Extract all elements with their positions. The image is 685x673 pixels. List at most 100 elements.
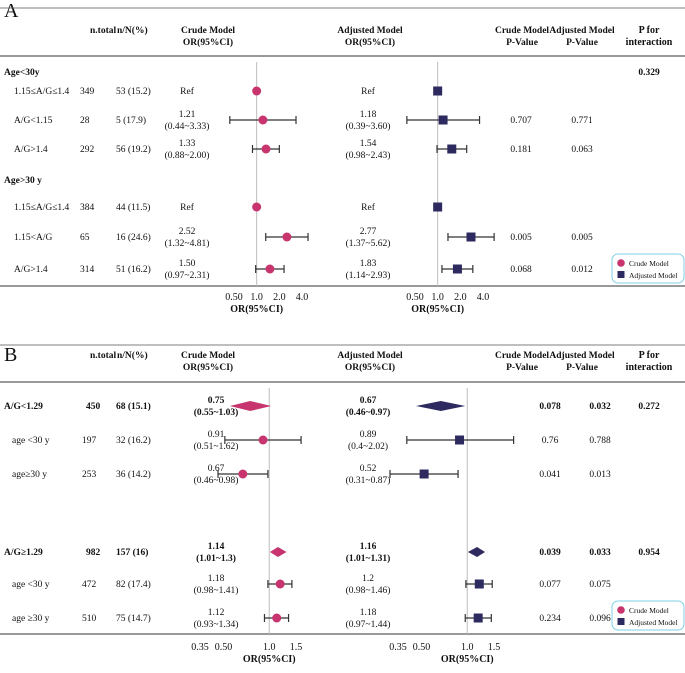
panel-a-adjusted-tick-label: 4.0 (477, 292, 490, 303)
panel-b-row-adjusted-p: 0.013 (589, 470, 611, 480)
panel-a-label: A (4, 0, 19, 22)
panel-b-adjusted-tick-label: 1.0 (461, 642, 474, 653)
legend-adjusted-marker (617, 271, 625, 278)
panel-b-row-crude-ci: (0.51~1.62) (194, 441, 239, 452)
panel-b-row-ntotal: 510 (82, 614, 97, 624)
panel-a-row-adjusted-p: 0.771 (571, 116, 593, 126)
panel-b-row-nN: 32 (16.2) (116, 435, 151, 446)
panel-b-crude-tick-label: 0.35 (191, 642, 209, 653)
panel-a-row-nN: 5 (17.9) (116, 115, 146, 126)
panel-a-adjusted-axis-title: OR(95%CI) (411, 304, 464, 315)
panel-a-row-ntotal: 349 (80, 87, 95, 97)
panel-b-crude-axis-title: OR(95%CI) (243, 654, 296, 665)
panel-a-row-crude-p: 0.181 (510, 145, 532, 155)
panel-a-row-adjusted-or: 2.77 (360, 227, 377, 237)
panel-a-row-adjusted-or: 1.18 (360, 110, 377, 120)
legend-crude-marker (617, 606, 625, 614)
panel-b-row-crude-p: 0.039 (539, 548, 561, 558)
panel-a-header-crude-model: Crude Model (181, 26, 235, 36)
panel-a-row-nN: 16 (24.6) (116, 232, 151, 243)
panel-b-row-adjusted-ci: (1.01~1.31) (346, 553, 391, 564)
panel-b-row-adjusted-ci: (0.98~1.46) (346, 585, 391, 596)
panel-b-row-crude-or: 1.12 (208, 608, 225, 618)
panel-a-row-adjusted-p: 0.063 (571, 145, 593, 155)
panel-b-label: B (4, 344, 17, 366)
panel-a-crude-tick-label: 4.0 (296, 292, 309, 303)
panel-b-row-label: age ≥30 y (12, 614, 50, 624)
legend-crude-label: Crude Model (629, 606, 669, 615)
panel-b-row-nN: 157 (16) (116, 547, 148, 558)
legend-crude-label: Crude Model (629, 259, 669, 268)
panel-a-header-nN: n/N(%) (117, 25, 148, 36)
panel-b-row-crude-p: 0.234 (539, 614, 561, 624)
panel-a-row-nN: 51 (16.2) (116, 264, 151, 275)
panel-a-group-age-under-30-p-interaction: 0.329 (638, 68, 660, 78)
panel-a-crude-tick-label: 1.0 (250, 292, 263, 303)
panel-a-row-adjusted-or: 1.83 (360, 259, 377, 269)
panel-a-crude-point (282, 232, 292, 242)
panel-a-row-crude-p: 0.068 (510, 265, 532, 275)
panel-b-crude-tick-label: 1.5 (290, 642, 303, 653)
panel-b-adjusted-point (455, 435, 465, 445)
panel-b-header-crude-p-value: P-Value (506, 363, 538, 373)
panel-b-row-ntotal: 197 (82, 436, 97, 446)
panel-b-row-adjusted-p: 0.075 (589, 580, 611, 590)
panel-a-row-label: A/G>1.4 (14, 265, 48, 275)
panel-b-row-adjusted-ci: (0.97~1.44) (346, 619, 391, 630)
panel-b-row-p-interaction: 0.272 (638, 402, 660, 412)
panel-b-header-ntotal: n.total (90, 351, 116, 361)
legend-crude-marker (617, 259, 625, 267)
panel-b-adjusted-point (473, 613, 483, 623)
panel-b-row-adjusted-p: 0.033 (589, 548, 611, 558)
panel-a-header-interaction: interaction (626, 37, 673, 48)
panel-a-header-p-interaction: P for (639, 25, 660, 36)
panel-a-row-ntotal: 384 (80, 203, 95, 213)
panel-b-adjusted-point (419, 469, 429, 479)
panel-a-crude-point (265, 264, 275, 274)
panel-b-row-crude-or: 1.18 (208, 574, 225, 584)
panel-b-adjusted-axis-title: OR(95%CI) (441, 654, 494, 665)
panel-a-crude-tick-label: 2.0 (273, 292, 286, 303)
panel-b-row-crude-p: 0.077 (539, 580, 561, 590)
panel-b-row-crude-or: 0.75 (208, 396, 225, 406)
panel-a-row-crude-p: 0.005 (510, 233, 532, 243)
panel-a-crude-point (252, 202, 262, 212)
legend-adjusted-label: Adjusted Model (629, 618, 678, 627)
panel-a-adjusted-tick-label: 1.0 (431, 292, 444, 303)
panel-b-row-nN: 36 (14.2) (116, 469, 151, 480)
panel-a-row-nN: 44 (11.5) (116, 202, 150, 213)
panel-b-row-adjusted-or: 0.67 (360, 396, 377, 406)
panel-a-row-adjusted-p: 0.005 (571, 233, 593, 243)
panel-a-adjusted-point (433, 202, 443, 212)
panel-a-row-label: A/G>1.4 (14, 145, 48, 155)
panel-b-header-crude-or: OR(95%CI) (183, 362, 233, 373)
panel-a-crude-point (252, 86, 262, 96)
panel-a-adjusted-point (447, 144, 457, 154)
panel-a-adjusted-point (466, 232, 476, 242)
panel-b-row-label: age <30 y (12, 436, 50, 446)
panel-a-row-adjusted-ci: (1.37~5.62) (346, 238, 391, 249)
legend-adjusted-label: Adjusted Model (629, 271, 678, 280)
panel-a-adjusted-tick-label: 2.0 (454, 292, 467, 303)
panel-b-adjusted-tick-label: 0.35 (389, 642, 407, 653)
panel-a-adjusted-tick-label: 0.50 (406, 292, 424, 303)
panel-a-row-nN: 56 (19.2) (116, 144, 151, 155)
panel-b-header-crude-model: Crude Model (181, 351, 235, 361)
panel-b-row-ntotal: 253 (82, 470, 97, 480)
panel-a-row-crude-p: 0.707 (510, 116, 532, 126)
panel-a-adjusted-point (433, 86, 443, 96)
panel-b-row-ntotal: 472 (82, 580, 97, 590)
panel-a-crude-point (258, 115, 268, 125)
panel-b-crude-diamond (269, 547, 287, 557)
panel-a-header-adjusted-or: OR(95%CI) (345, 37, 395, 48)
panel-a-header-adjusted-p: Adjusted Model (549, 26, 615, 36)
panel-a-crude-tick-label: 0.50 (225, 292, 243, 303)
panel-b-row-adjusted-p: 0.788 (589, 436, 611, 446)
panel-b-adjusted-diamond (416, 401, 466, 411)
legend-adjusted-marker (617, 618, 625, 625)
panel-b-crude-point (238, 469, 248, 479)
panel-a-header-adjusted-model: Adjusted Model (337, 26, 403, 36)
panel-b-row-crude-ci: (0.93~1.34) (194, 619, 239, 630)
panel-b-row-adjusted-or: 0.52 (360, 464, 377, 474)
